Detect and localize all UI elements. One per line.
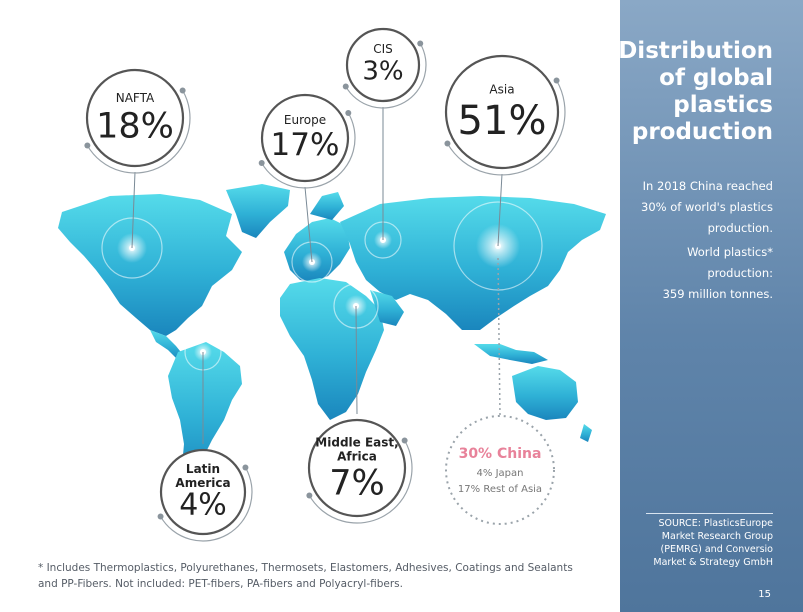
- title-line: production: [631, 119, 773, 145]
- arc-dot: [345, 110, 352, 116]
- sidebar-panel: [620, 0, 803, 612]
- source-note: SOURCE: PlasticsEurope Market Research G…: [623, 517, 773, 569]
- leader-line: [131, 171, 136, 249]
- landmass-europe: [284, 218, 350, 282]
- note-line: World plastics*: [687, 245, 773, 259]
- arc-dot: [157, 513, 164, 520]
- footnote: * Includes Thermoplastics, Polyurethanes…: [38, 560, 598, 592]
- arc-dot: [179, 87, 186, 94]
- landmass-south-america: [168, 342, 242, 480]
- landmass-new-zealand: [580, 424, 592, 442]
- source-line: (PEMRG) and Conversio: [660, 544, 773, 555]
- region-value: 18%: [96, 106, 174, 146]
- region-value: 4%: [179, 488, 227, 523]
- bubble-ring: [444, 54, 560, 170]
- china-ring: [445, 415, 555, 525]
- arc-dot: [84, 142, 91, 149]
- region-label: Middle East,: [315, 435, 398, 449]
- arc-dot: [401, 437, 408, 444]
- production-note: World plastics* production: 359 million …: [603, 242, 773, 305]
- source-line: Market Research Group: [661, 531, 773, 542]
- footnote-line: and PP-Fibers. Not included: PET-fibers,…: [38, 578, 403, 590]
- region-value: 17%: [271, 127, 340, 163]
- landmass-scandinavia: [310, 192, 344, 220]
- note-line: production.: [707, 221, 773, 235]
- china-share: 30% China: [459, 446, 542, 462]
- landmass-north-america: [58, 194, 242, 336]
- source-line: Market & Strategy GmbH: [653, 557, 773, 568]
- region-label: Europe: [284, 113, 326, 127]
- leader-line: [497, 173, 503, 247]
- region-value: 3%: [362, 56, 403, 86]
- landmass-asia: [340, 196, 606, 330]
- page-number: 15: [758, 589, 771, 600]
- rest-of-asia-share: 17% Rest of Asia: [458, 484, 542, 495]
- japan-share: 4% Japan: [477, 468, 524, 479]
- landmass-greenland: [226, 184, 290, 238]
- source-divider: [646, 513, 773, 514]
- arc-dot: [444, 140, 451, 147]
- bubble-arc: [160, 467, 253, 542]
- arc-dot: [417, 40, 424, 47]
- bubble-arc: [261, 112, 356, 189]
- leader-line: [355, 305, 358, 415]
- bubble-ring: [159, 448, 247, 536]
- bubble-arc: [308, 440, 413, 524]
- bubble-ring: [260, 93, 350, 183]
- landmass-australia: [512, 366, 578, 420]
- landmass-indonesia: [474, 344, 548, 364]
- region-label: Asia: [489, 83, 514, 97]
- title-line: of global: [659, 65, 773, 91]
- leader-line: [304, 186, 313, 263]
- region-value: 51%: [458, 98, 547, 144]
- asia-breakdown: 30% China 4% Japan 17% Rest of Asia: [445, 257, 555, 525]
- region-label: Africa: [337, 449, 377, 463]
- region-label: Latin: [186, 462, 220, 476]
- arc-dot: [342, 83, 349, 90]
- china-leader: [497, 257, 501, 417]
- note-line: In 2018 China reached: [642, 179, 773, 193]
- bubble-ring: [307, 418, 407, 518]
- note-line: 30% of world's plastics: [641, 200, 773, 214]
- bubble-arc: [345, 43, 427, 109]
- bubble-ring: [345, 27, 421, 103]
- region-label: America: [175, 476, 230, 490]
- region-value: 7%: [329, 463, 385, 503]
- note-line: production:: [707, 266, 773, 280]
- page-title: Distribution of global plastics producti…: [603, 38, 773, 146]
- arc-dot: [258, 160, 265, 166]
- china-note: In 2018 China reached 30% of world's pla…: [603, 176, 773, 239]
- arc-dot: [306, 492, 313, 499]
- glow-marker-1: [291, 241, 333, 283]
- title-line: Distribution: [618, 38, 773, 64]
- footnote-line: * Includes Thermoplastics, Polyurethanes…: [38, 562, 573, 574]
- landmass-arabia: [370, 290, 404, 326]
- continents: [58, 184, 606, 480]
- arc-dot: [553, 77, 560, 84]
- arc-dot: [242, 464, 249, 471]
- bubble-arc: [446, 80, 566, 176]
- bubble-arc: [86, 90, 191, 174]
- title-line: plastics: [673, 92, 773, 118]
- source-line: SOURCE: PlasticsEurope: [658, 518, 773, 529]
- bubble-ring: [85, 68, 185, 168]
- region-label: NAFTA: [116, 91, 155, 105]
- landmass-central-america: [150, 330, 184, 360]
- landmass-africa: [280, 278, 384, 420]
- note-line: 359 million tonnes.: [662, 287, 773, 301]
- region-label: CIS: [373, 42, 393, 56]
